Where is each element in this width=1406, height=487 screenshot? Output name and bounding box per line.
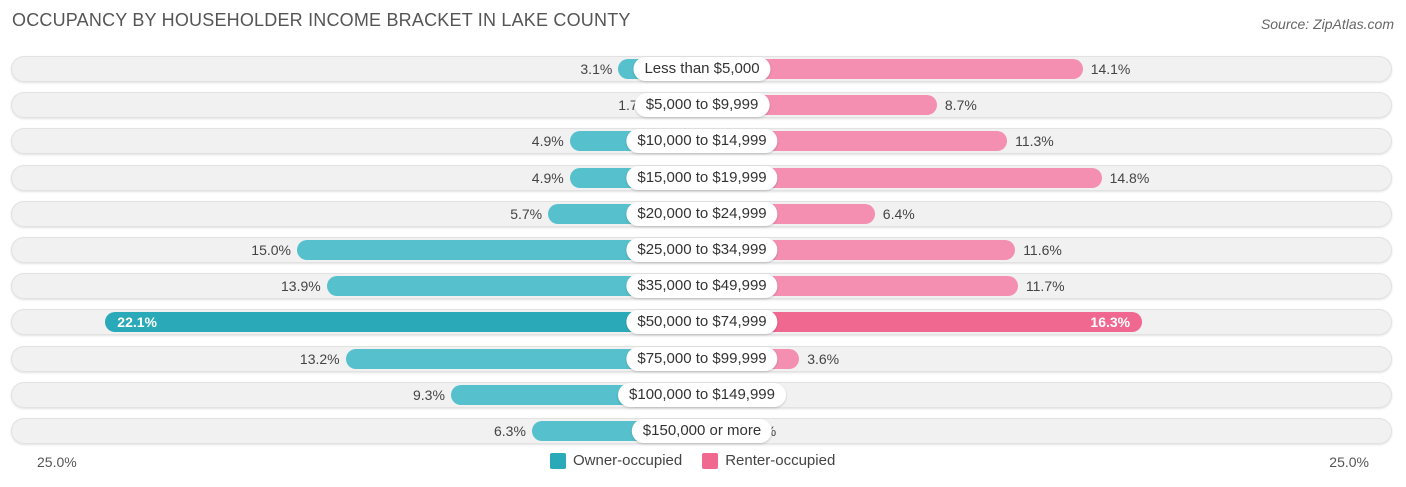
value-label-renter: 8.7%	[944, 97, 977, 114]
legend-label-renter: Renter-occupied	[725, 452, 836, 469]
bar-renter-occupied	[702, 131, 1008, 152]
category-label: $20,000 to $24,999	[626, 201, 778, 226]
value-label-owner: 13.9%	[281, 278, 321, 295]
value-label-owner: 6.3%	[493, 423, 526, 439]
chart-title: OCCUPANCY BY HOUSEHOLDER INCOME BRACKET …	[12, 10, 631, 30]
value-label-renter: 6.4%	[882, 205, 915, 222]
bar-owner-occupied	[297, 240, 702, 260]
value-label-renter: 14.8%	[1109, 169, 1150, 186]
bar-owner-occupied	[105, 312, 702, 333]
chart-source: Source: ZipAtlas.com	[1260, 16, 1394, 32]
value-label-renter: 16.3%	[1090, 314, 1131, 331]
category-label: $150,000 or more	[631, 419, 773, 443]
value-label-renter: 3.6%	[807, 350, 840, 367]
legend-swatch-owner	[550, 452, 566, 469]
value-label-owner: 3.1%	[580, 61, 613, 77]
value-label-renter: 11.6%	[1023, 242, 1062, 258]
bar-owner-occupied	[326, 276, 702, 297]
category-label: Less than $5,000	[633, 57, 771, 81]
legend-item-renter: Renter-occupied	[702, 452, 835, 469]
axis-label-left: 25.0%	[37, 454, 77, 470]
category-label: $10,000 to $14,999	[626, 129, 778, 154]
category-label: $100,000 to $149,999	[618, 382, 786, 407]
value-label-owner: 15.0%	[251, 242, 291, 258]
legend-swatch-renter	[702, 452, 719, 469]
category-label: $75,000 to $99,999	[626, 346, 778, 371]
value-label-owner: 13.2%	[299, 350, 340, 367]
category-label: $35,000 to $49,999	[626, 274, 778, 299]
bar-renter-occupied	[702, 240, 1016, 260]
category-label: $50,000 to $74,999	[626, 310, 778, 335]
bar-renter-occupied	[702, 276, 1018, 297]
value-label-renter: 14.1%	[1090, 61, 1131, 77]
legend-label-owner: Owner-occupied	[573, 452, 683, 469]
bar-renter-occupied	[702, 167, 1102, 188]
legend-item-owner: Owner-occupied	[550, 452, 682, 469]
bar-owner-occupied	[345, 348, 702, 369]
bar-renter-occupied	[702, 312, 1143, 333]
value-label-owner: 9.3%	[412, 386, 445, 403]
bar-renter-occupied	[702, 59, 1083, 79]
category-label: $15,000 to $19,999	[626, 165, 778, 190]
category-label: $5,000 to $9,999	[634, 93, 770, 118]
value-label-renter: 11.7%	[1025, 278, 1065, 295]
value-label-renter: 11.3%	[1015, 133, 1054, 150]
value-label-owner: 22.1%	[117, 314, 157, 331]
value-label-owner: 5.7%	[510, 205, 543, 222]
value-label-owner: 4.9%	[531, 133, 564, 150]
legend: Owner-occupied Renter-occupied	[550, 452, 855, 469]
axis-label-right: 25.0%	[1329, 454, 1369, 470]
value-label-owner: 4.9%	[531, 169, 564, 186]
category-label: $25,000 to $34,999	[626, 238, 778, 262]
